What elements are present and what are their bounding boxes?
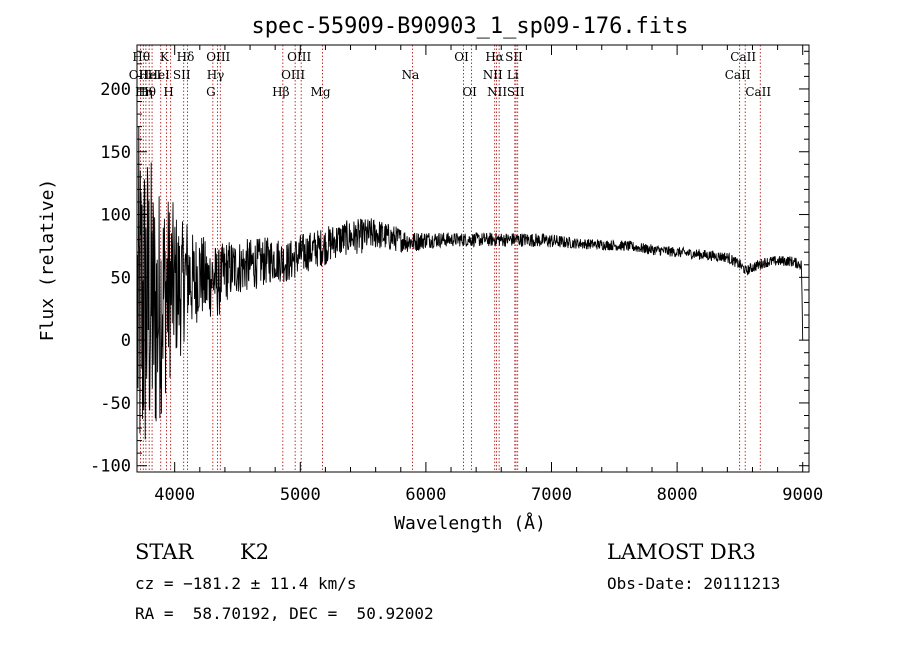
spectrum-series-line [137, 126, 804, 440]
spectral-line-label: HeI [139, 68, 162, 82]
spectral-line-label: OIII [281, 68, 305, 82]
spectral-line-label: Hβ [272, 85, 289, 99]
x-tick-label: 8000 [657, 485, 698, 505]
spectral-line-label: Mg [311, 85, 331, 99]
y-tick-label: 100 [100, 206, 131, 226]
spectral-line-label: CaII [745, 85, 771, 99]
spectral-line-label: OII [129, 68, 149, 82]
spectral-line-label: Li [507, 68, 519, 82]
spectral-line-label: CaII [730, 50, 756, 64]
x-tick-label: 5000 [280, 485, 321, 505]
spectral-line-label: SII [507, 85, 525, 99]
radial-velocity: cz = −181.2 ± 11.4 km/s [135, 574, 357, 593]
spectral-line-label: Hθ [138, 85, 156, 99]
survey-name: LAMOST DR3 [607, 540, 756, 564]
y-tick-label: 150 [100, 143, 131, 163]
y-tick-label: 0 [121, 331, 131, 351]
x-axis-label: Wavelength (Å) [394, 512, 546, 534]
object-subclass: K2 [240, 540, 270, 564]
spectral-line-label: Hγ [207, 68, 225, 82]
x-tick-label: 6000 [405, 485, 446, 505]
spectral-line-label: SII [173, 68, 191, 82]
observation-date: Obs-Date: 20111213 [607, 574, 781, 593]
spectral-line-label: SII [505, 50, 523, 64]
spectral-line-label: OI [454, 50, 469, 64]
x-tick-label: 4000 [154, 485, 195, 505]
y-axis-label: Flux (relative) [37, 179, 58, 342]
spectral-line-label: HeI [148, 68, 171, 82]
plot-frame [136, 44, 810, 473]
y-tick-label: -50 [100, 394, 131, 414]
spectral-line-label: Hθ [132, 50, 150, 64]
object-class: STAR [135, 540, 194, 564]
x-tick-label: 9000 [782, 485, 823, 505]
spectral-line-label: K [160, 50, 170, 64]
y-tick-label: 200 [100, 80, 131, 100]
spectral-line-label: OI [462, 85, 477, 99]
spectral-line-label: CaII [725, 68, 751, 82]
y-tick-label: 50 [111, 268, 131, 288]
spectral-line-label: NII [487, 85, 507, 99]
x-tick-label: 7000 [531, 485, 572, 505]
spectral-line-label: G [206, 85, 216, 99]
spectral-line-label: Na [402, 68, 420, 82]
coordinates: RA = 58.70192, DEC = 50.92002 [135, 604, 434, 623]
spectral-line-label: NII [483, 68, 503, 82]
y-tick-label: -100 [90, 457, 131, 477]
spectral-line-label: Hα [485, 50, 504, 64]
spectral-line-label: Hδ [177, 50, 195, 64]
spectral-line-label: Hη [135, 85, 153, 99]
spectral-line-label: OIII [287, 50, 311, 64]
spectral-line-label: H [163, 85, 173, 99]
spectral-line-label: OIII [206, 50, 230, 64]
chart-title: spec-55909-B90903_1_sp09-176.fits [251, 14, 688, 39]
